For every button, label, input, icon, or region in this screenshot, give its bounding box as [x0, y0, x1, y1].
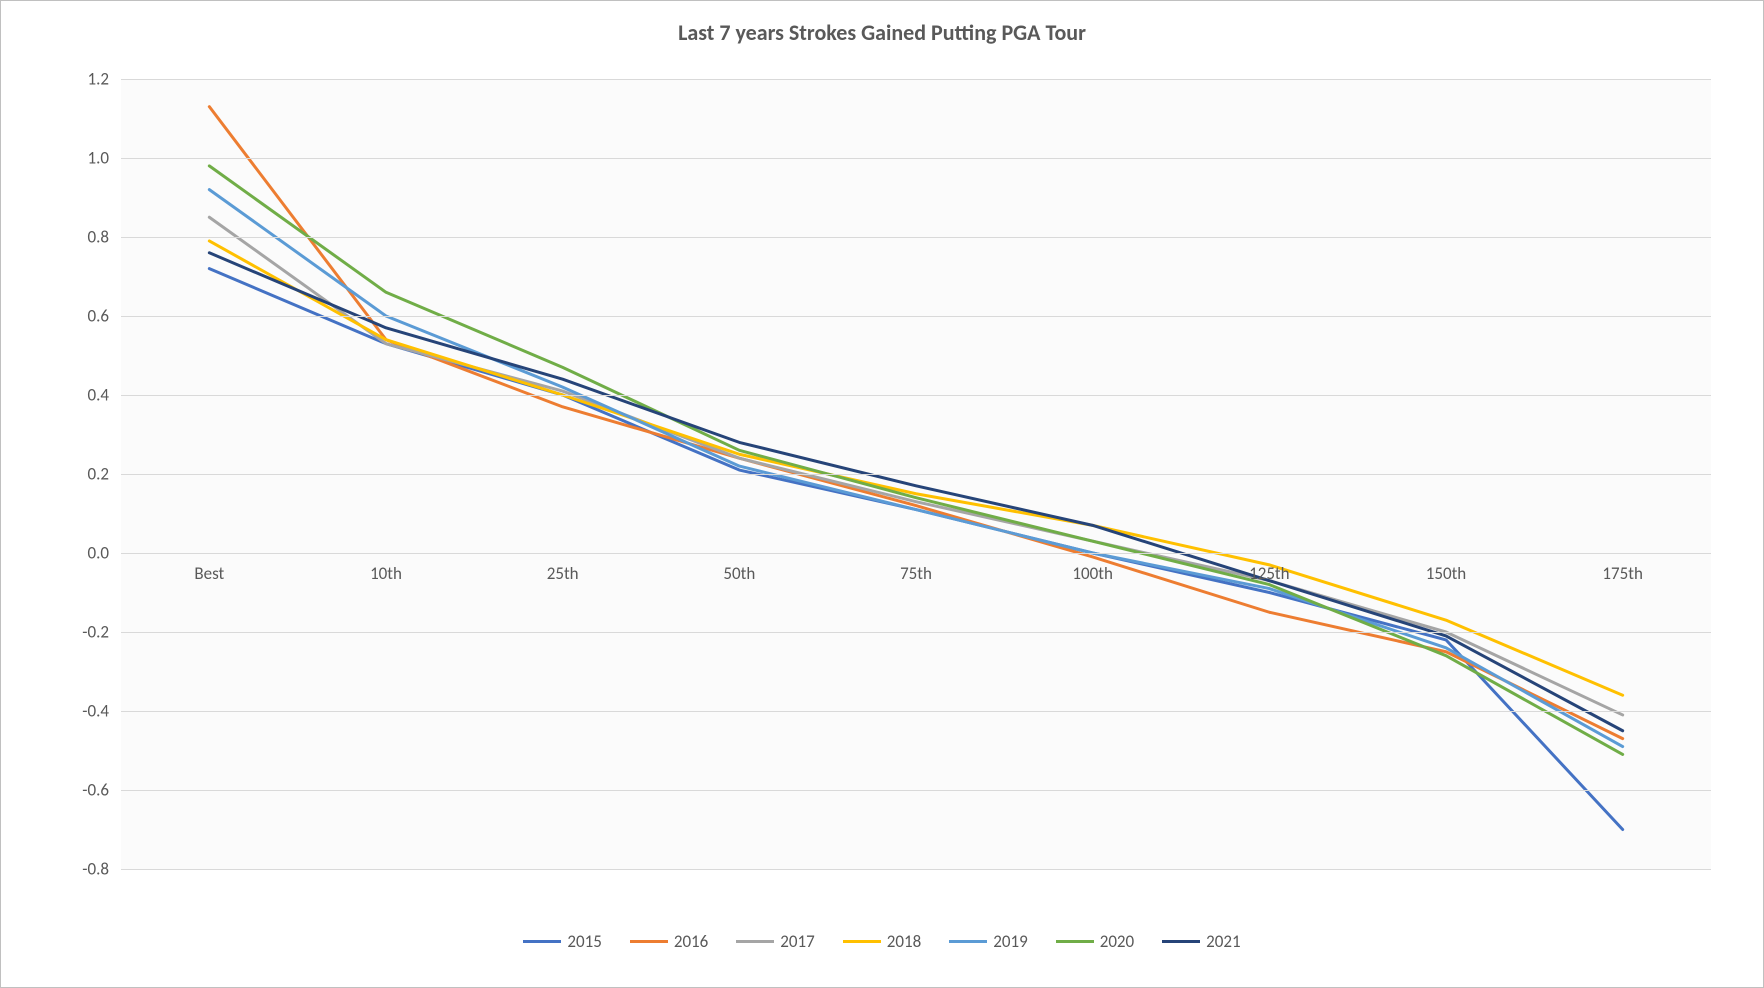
legend-label: 2020 [1100, 931, 1134, 952]
legend-label: 2016 [674, 931, 708, 952]
legend-item-2016: 2016 [630, 931, 708, 952]
legend-swatch [736, 940, 774, 943]
chart-title: Last 7 years Strokes Gained Putting PGA … [1, 19, 1763, 46]
legend-item-2020: 2020 [1056, 931, 1134, 952]
gridline [121, 632, 1711, 633]
gridline [121, 395, 1711, 396]
legend-swatch [630, 940, 668, 943]
gridline [121, 869, 1711, 870]
y-tick-label: 0.2 [87, 464, 109, 485]
legend-swatch [1056, 940, 1094, 943]
y-tick-label: 0.8 [87, 227, 109, 248]
x-tick-label: 150th [1426, 563, 1466, 584]
y-tick-label: 0.0 [87, 543, 109, 564]
series-line-2019 [209, 190, 1622, 747]
legend-item-2018: 2018 [843, 931, 921, 952]
plot-area: -0.8-0.6-0.4-0.20.00.20.40.60.81.01.2Bes… [121, 79, 1711, 869]
gridline [121, 553, 1711, 554]
gridline [121, 237, 1711, 238]
legend-label: 2018 [887, 931, 921, 952]
legend-swatch [523, 940, 561, 943]
x-tick-label: 50th [723, 563, 755, 584]
y-tick-label: 1.2 [87, 69, 109, 90]
x-tick-label: 100th [1072, 563, 1112, 584]
x-tick-label: 175th [1602, 563, 1642, 584]
y-tick-label: -0.4 [82, 701, 109, 722]
legend-swatch [843, 940, 881, 943]
series-line-2018 [209, 241, 1622, 695]
gridline [121, 158, 1711, 159]
y-tick-label: 0.4 [87, 385, 109, 406]
legend-item-2017: 2017 [736, 931, 814, 952]
y-tick-label: -0.8 [82, 859, 109, 880]
legend-label: 2021 [1206, 931, 1240, 952]
gridline [121, 316, 1711, 317]
legend-swatch [949, 940, 987, 943]
legend-item-2021: 2021 [1162, 931, 1240, 952]
gridline [121, 79, 1711, 80]
y-tick-label: 1.0 [87, 148, 109, 169]
y-tick-label: 0.6 [87, 306, 109, 327]
gridline [121, 711, 1711, 712]
legend: 2015 2016 2017 2018 2019 2020 2021 [1, 931, 1763, 952]
chart-frame: Last 7 years Strokes Gained Putting PGA … [0, 0, 1764, 988]
gridline [121, 790, 1711, 791]
legend-swatch [1162, 940, 1200, 943]
series-line-2020 [209, 166, 1622, 755]
series-line-2021 [209, 253, 1622, 731]
gridline [121, 474, 1711, 475]
legend-label: 2019 [993, 931, 1027, 952]
series-line-2016 [209, 107, 1622, 739]
x-tick-label: 125th [1249, 563, 1289, 584]
y-tick-label: -0.6 [82, 780, 109, 801]
x-tick-label: 10th [370, 563, 402, 584]
x-tick-label: Best [194, 563, 224, 584]
x-tick-label: 25th [547, 563, 579, 584]
legend-label: 2017 [780, 931, 814, 952]
x-tick-label: 75th [900, 563, 932, 584]
y-tick-label: -0.2 [82, 622, 109, 643]
legend-item-2019: 2019 [949, 931, 1027, 952]
legend-label: 2015 [567, 931, 601, 952]
legend-item-2015: 2015 [523, 931, 601, 952]
